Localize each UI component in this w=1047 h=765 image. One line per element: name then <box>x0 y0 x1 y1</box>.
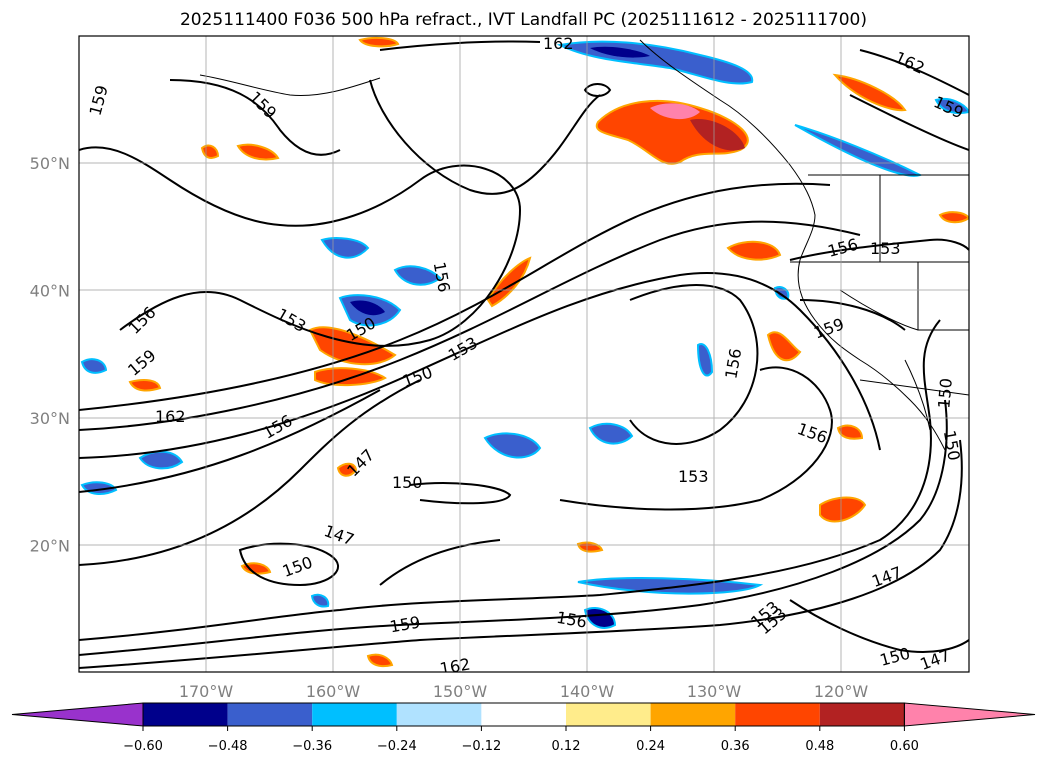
lon-tick-label: 160°W <box>306 682 361 701</box>
patch-baja <box>819 496 867 523</box>
lon-tick-label: 130°W <box>687 682 742 701</box>
colorbar-swatch <box>735 703 820 726</box>
patch-gulf-alaska <box>595 99 749 165</box>
colorbar-swatch <box>650 703 736 726</box>
political-borders <box>790 174 969 396</box>
contour-lines <box>79 40 969 669</box>
map-title: 2025111400 F036 500 hPa refract., IVT La… <box>179 10 867 30</box>
contour-label: 162 <box>543 34 574 53</box>
patch-coast-1 <box>726 240 782 261</box>
contour-label: 153 <box>678 467 709 486</box>
patch-mid-blue <box>483 432 542 459</box>
patch-ne <box>832 73 907 112</box>
contour-label: 150 <box>934 377 956 409</box>
patch-w1 <box>128 379 162 392</box>
lat-tick-label: 30°N <box>30 409 70 428</box>
colorbar-swatch <box>143 703 228 726</box>
colorbar-frame <box>142 702 905 727</box>
colorbar-swatch <box>227 703 313 726</box>
patch-bc-coast <box>690 119 745 151</box>
patch-coast-2 <box>766 331 802 362</box>
colorbar-tick-label: 0.36 <box>721 739 750 754</box>
colorbar-tick-label: 0.48 <box>805 739 834 754</box>
latitude-labels: 50°N 40°N 30°N 20°N <box>30 154 70 556</box>
contour-label: 162 <box>438 654 471 678</box>
colorbar-swatch <box>396 703 482 726</box>
patch-stripe <box>486 256 532 308</box>
map-frame <box>78 35 970 673</box>
gridlines <box>79 36 969 672</box>
colorbar-tick-label: −0.48 <box>208 739 248 754</box>
colorbar-swatch <box>481 703 566 726</box>
lon-tick-label: 120°W <box>814 682 869 701</box>
contour-label: 150 <box>392 473 423 492</box>
colorbar: −0.60 −0.48 −0.36 −0.24 −0.12 0.12 0.24 0.36 0.4… <box>11 702 1036 754</box>
lon-tick-label: 150°W <box>433 682 488 701</box>
colorbar-swatch <box>566 703 651 726</box>
colorbar-swatch <box>312 703 397 726</box>
colorbar-tick-label: −0.12 <box>461 739 501 754</box>
colorbar-extend-low <box>11 702 144 727</box>
map-panel: 162 159 159 156 159 162 153 150 150 156 … <box>79 34 969 678</box>
colorbar-tick-label: −0.60 <box>123 739 163 754</box>
contour-label: 162 <box>155 407 186 426</box>
lon-tick-label: 170°W <box>179 682 234 701</box>
colorbar-extend-high <box>903 702 1036 727</box>
lat-tick-label: 50°N <box>30 154 70 173</box>
lon-tick-label: 140°W <box>560 682 615 701</box>
colorbar-tick-label: 0.60 <box>890 739 919 754</box>
colorbar-tick-label: −0.36 <box>292 739 332 754</box>
lat-tick-label: 20°N <box>30 537 70 556</box>
colorbar-tick-label: −0.24 <box>377 739 417 754</box>
colorbar-tick-label: 0.24 <box>636 739 665 754</box>
lat-tick-label: 40°N <box>30 282 70 301</box>
contour-label: 153 <box>870 239 901 258</box>
patch-nw-1 <box>308 326 397 366</box>
colorbar-tick-label: 0.12 <box>552 739 581 754</box>
colorbar-swatch <box>819 703 905 726</box>
longitude-labels: 170°W 160°W 150°W 140°W 130°W 120°W <box>179 682 869 701</box>
coastlines <box>199 39 946 451</box>
